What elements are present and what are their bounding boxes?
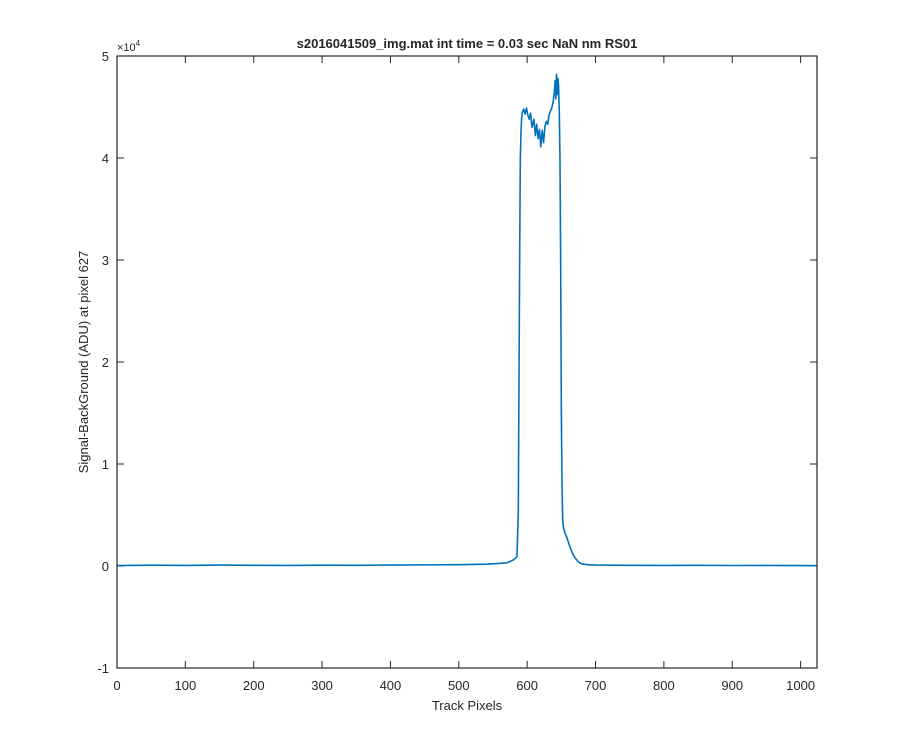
- y-axis-exponent-power: 4: [136, 39, 141, 48]
- y-tick-label: 4: [102, 151, 109, 166]
- x-tick-label: 400: [380, 678, 402, 693]
- x-tick-label: 600: [516, 678, 538, 693]
- y-tick-label: 0: [102, 559, 109, 574]
- x-tick-label: 0: [113, 678, 120, 693]
- x-axis-label: Track Pixels: [432, 698, 503, 713]
- y-tick-label: 1: [102, 457, 109, 472]
- x-tick-label: 1000: [786, 678, 815, 693]
- x-tick-label: 200: [243, 678, 265, 693]
- y-tick-label: -1: [97, 661, 109, 676]
- chart-title: s2016041509_img.mat int time = 0.03 sec …: [297, 36, 638, 51]
- x-tick-label: 700: [585, 678, 607, 693]
- x-tick-label: 100: [175, 678, 197, 693]
- y-axis-exponent-label: ×104: [117, 39, 141, 54]
- x-tick-label: 500: [448, 678, 470, 693]
- y-tick-label: 5: [102, 49, 109, 64]
- y-axis-label: Signal-BackGround (ADU) at pixel 627: [76, 251, 91, 474]
- x-axis-ticks: 0 100 200 300 400 500 600 700 800 900 1000: [113, 56, 815, 693]
- x-tick-label: 800: [653, 678, 675, 693]
- plot-area: [117, 56, 817, 668]
- axes-box: [116, 55, 818, 669]
- y-axis-exponent-base: ×10: [117, 42, 136, 54]
- y-tick-label: 3: [102, 253, 109, 268]
- series-line: [116, 73, 818, 567]
- x-tick-label: 900: [721, 678, 743, 693]
- y-tick-label: 2: [102, 355, 109, 370]
- x-tick-label: 300: [311, 678, 333, 693]
